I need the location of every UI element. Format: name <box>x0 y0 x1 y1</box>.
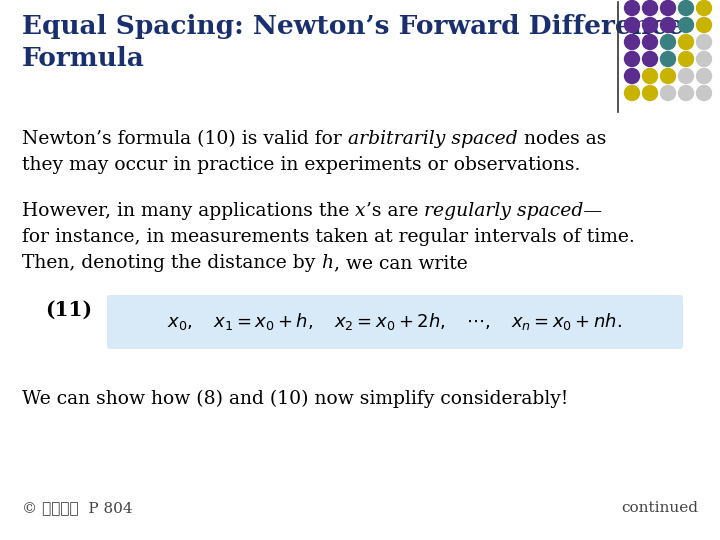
Circle shape <box>678 85 693 100</box>
Text: (11): (11) <box>45 300 92 320</box>
Circle shape <box>624 85 639 100</box>
Circle shape <box>696 35 711 50</box>
Circle shape <box>642 85 657 100</box>
Text: However, in many applications the: However, in many applications the <box>22 202 356 220</box>
Circle shape <box>624 1 639 16</box>
Circle shape <box>678 51 693 66</box>
Circle shape <box>642 51 657 66</box>
Circle shape <box>696 69 711 84</box>
Text: they may occur in practice in experiments or observations.: they may occur in practice in experiment… <box>22 156 580 174</box>
Circle shape <box>624 69 639 84</box>
Text: $x_0, \quad x_1 = x_0 + h, \quad x_2 = x_0 + 2h, \quad \cdots, \quad x_n = x_0 +: $x_0, \quad x_1 = x_0 + h, \quad x_2 = x… <box>168 312 623 333</box>
Circle shape <box>696 17 711 32</box>
Circle shape <box>678 69 693 84</box>
Text: continued: continued <box>621 501 698 515</box>
Circle shape <box>642 35 657 50</box>
Text: arbitrarily spaced: arbitrarily spaced <box>348 130 518 148</box>
Circle shape <box>642 69 657 84</box>
Text: regularly spaced—: regularly spaced— <box>424 202 603 220</box>
Circle shape <box>624 51 639 66</box>
Circle shape <box>678 17 693 32</box>
Text: Then, denoting the distance by: Then, denoting the distance by <box>22 254 321 272</box>
Circle shape <box>696 51 711 66</box>
Circle shape <box>696 1 711 16</box>
Text: © 歐亞書局  P 804: © 歐亞書局 P 804 <box>22 501 132 515</box>
Text: , we can write: , we can write <box>333 254 467 272</box>
Circle shape <box>678 1 693 16</box>
Text: Newton’s formula (10) is valid for: Newton’s formula (10) is valid for <box>22 130 348 148</box>
Circle shape <box>678 35 693 50</box>
Text: h: h <box>321 254 333 272</box>
Text: x: x <box>356 202 366 220</box>
Text: for instance, in measurements taken at regular intervals of time.: for instance, in measurements taken at r… <box>22 228 635 246</box>
Circle shape <box>660 35 675 50</box>
FancyBboxPatch shape <box>107 295 683 349</box>
Circle shape <box>696 85 711 100</box>
Circle shape <box>660 69 675 84</box>
Text: nodes as: nodes as <box>518 130 606 148</box>
Circle shape <box>660 51 675 66</box>
Circle shape <box>660 85 675 100</box>
Circle shape <box>660 1 675 16</box>
Text: Equal Spacing: Newton’s Forward Difference
Formula: Equal Spacing: Newton’s Forward Differen… <box>22 14 684 71</box>
Text: ’s are: ’s are <box>366 202 424 220</box>
Text: We can show how (8) and (10) now simplify considerably!: We can show how (8) and (10) now simplif… <box>22 390 568 408</box>
Circle shape <box>624 35 639 50</box>
Circle shape <box>642 17 657 32</box>
Circle shape <box>624 17 639 32</box>
Circle shape <box>660 17 675 32</box>
Circle shape <box>642 1 657 16</box>
